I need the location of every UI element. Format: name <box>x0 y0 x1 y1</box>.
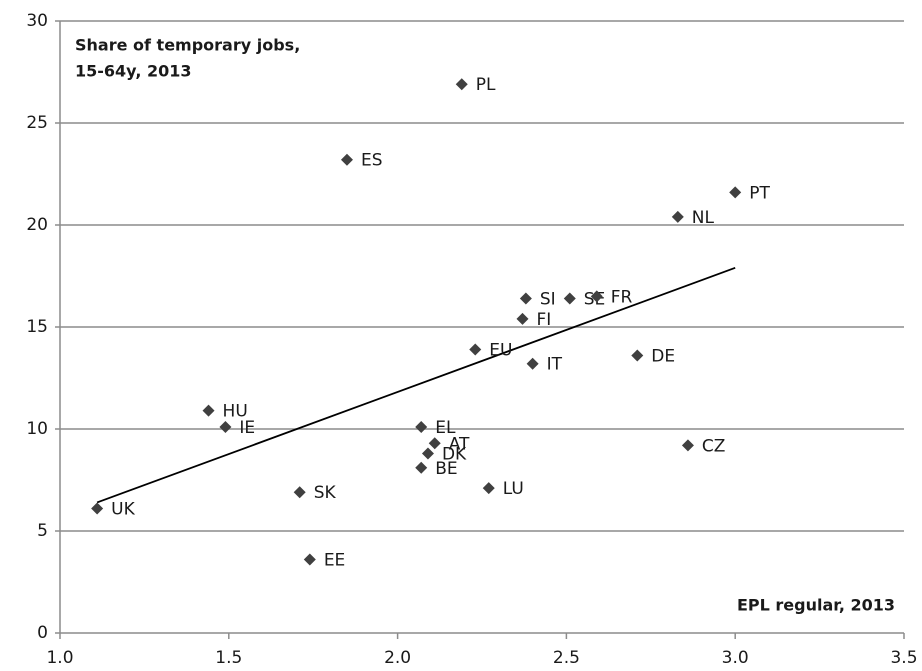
trendline <box>96 266 736 504</box>
x-tick-label: 1.5 <box>215 648 242 668</box>
point-label: DK <box>442 444 467 464</box>
y-tick-label: 15 <box>26 317 48 337</box>
point-label: IE <box>239 418 255 438</box>
point-label: IT <box>547 355 563 375</box>
point-label: EE <box>324 551 345 571</box>
chart-title: Share of temporary jobs, <box>75 36 300 55</box>
point <box>526 357 539 370</box>
point-label: PL <box>476 75 496 95</box>
point <box>590 290 603 303</box>
point <box>415 461 428 474</box>
y-tick-label: 10 <box>26 419 48 439</box>
chart-title: 15-64y, 2013 <box>75 62 192 81</box>
point <box>415 420 428 433</box>
point <box>671 210 684 223</box>
point-label: BE <box>435 459 457 479</box>
point-label: ES <box>361 151 383 171</box>
point-label: DE <box>651 347 675 367</box>
point <box>428 437 441 450</box>
x-axis-label: EPL regular, 2013 <box>737 596 895 615</box>
point-label: CZ <box>702 436 726 456</box>
point-label: HU <box>223 402 248 422</box>
point <box>202 404 215 417</box>
point-label: AT <box>449 434 470 454</box>
point-label: EU <box>489 340 512 360</box>
point <box>729 186 742 199</box>
point <box>219 420 232 433</box>
point <box>421 447 434 460</box>
point <box>482 482 495 495</box>
y-tick-label: 30 <box>26 11 48 31</box>
x-tick-label: 3.0 <box>722 648 749 668</box>
point <box>303 553 316 566</box>
point <box>516 312 529 325</box>
point <box>91 502 104 515</box>
x-tick-label: 2.5 <box>553 648 580 668</box>
point <box>340 153 353 166</box>
point-label: PT <box>749 183 770 203</box>
point <box>563 292 576 305</box>
point <box>455 78 468 91</box>
point <box>631 349 644 362</box>
point <box>293 486 306 499</box>
y-tick-label: 25 <box>26 113 48 133</box>
point-label: SI <box>540 289 556 309</box>
point-label: LU <box>503 479 524 499</box>
point-label: EL <box>435 418 456 438</box>
point-label: NL <box>692 208 715 228</box>
point-label: UK <box>111 500 135 520</box>
y-tick-label: 20 <box>26 215 48 235</box>
y-tick-label: 0 <box>37 623 48 643</box>
point <box>681 439 694 452</box>
point-label: FI <box>537 310 552 330</box>
point-label: FR <box>611 287 633 307</box>
x-tick-label: 3.5 <box>890 648 917 668</box>
point-label: SK <box>314 483 337 503</box>
point <box>469 343 482 356</box>
y-tick-label: 5 <box>37 521 48 541</box>
point <box>519 292 532 305</box>
x-tick-label: 1.0 <box>46 648 73 668</box>
x-tick-label: 2.0 <box>384 648 411 668</box>
